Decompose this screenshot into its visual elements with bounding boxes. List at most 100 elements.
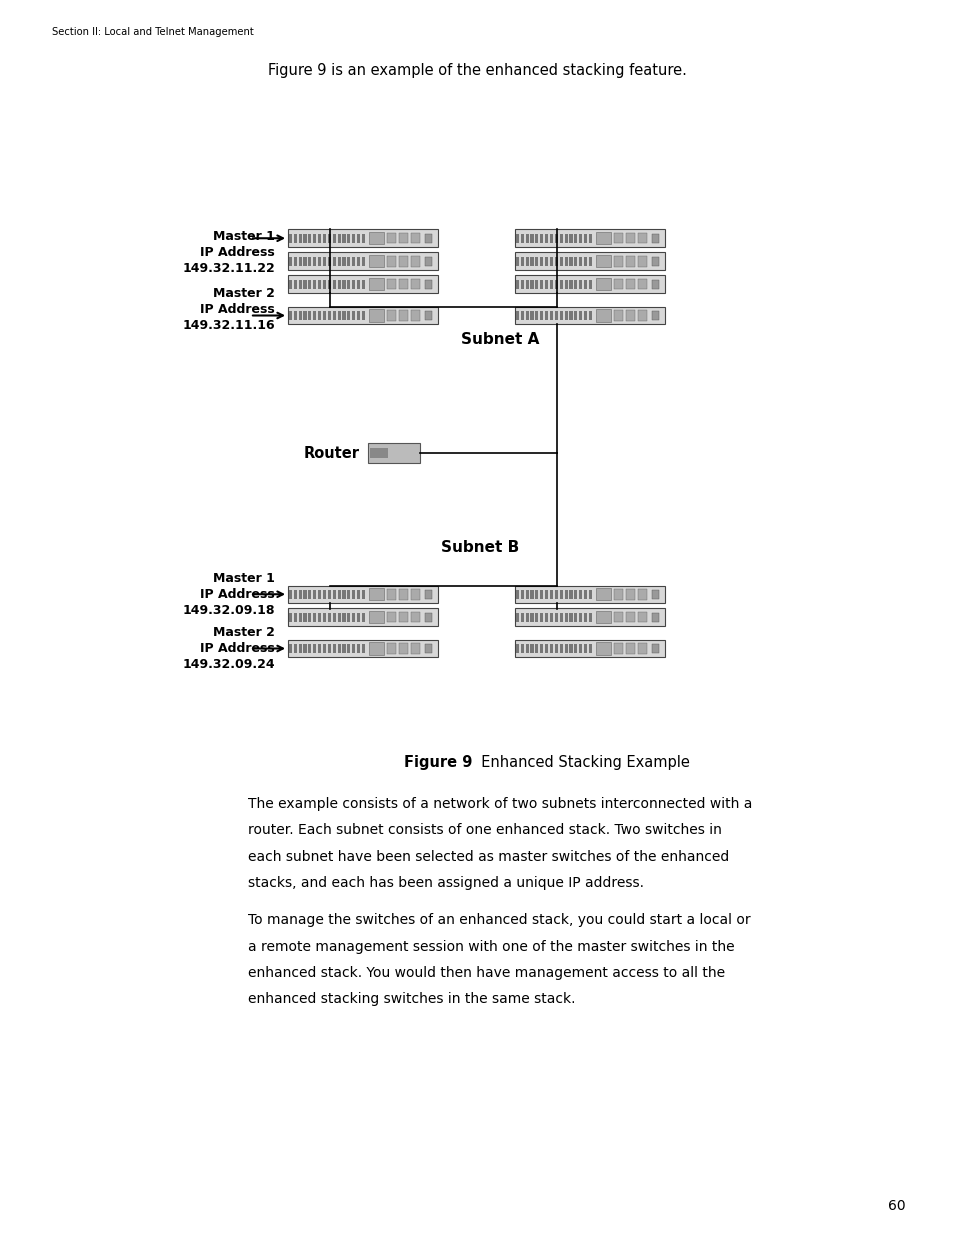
Bar [564, 613, 567, 622]
Bar [549, 589, 553, 599]
Bar [638, 256, 646, 267]
Bar [308, 279, 311, 289]
Text: IP Address: IP Address [200, 247, 274, 259]
Bar [356, 257, 360, 267]
Bar [328, 311, 331, 320]
Bar [588, 311, 592, 320]
Bar [596, 310, 610, 321]
Bar [574, 257, 577, 267]
Bar [317, 613, 321, 622]
Bar [596, 232, 610, 245]
Bar [369, 278, 384, 290]
Bar [369, 642, 384, 655]
Bar [525, 257, 528, 267]
Bar [317, 257, 321, 267]
Bar [411, 279, 419, 289]
Bar [398, 310, 408, 321]
Bar [313, 279, 316, 289]
Bar [515, 275, 664, 293]
Bar [651, 257, 659, 266]
Bar [424, 311, 432, 320]
Bar [525, 279, 528, 289]
Bar [308, 613, 311, 622]
Bar [298, 613, 301, 622]
Text: Master 2: Master 2 [213, 626, 274, 638]
Bar [347, 311, 350, 320]
Bar [342, 613, 345, 622]
Bar [535, 279, 537, 289]
Bar [555, 589, 558, 599]
Bar [347, 257, 350, 267]
Bar [347, 233, 350, 243]
Bar [574, 589, 577, 599]
Bar [564, 279, 567, 289]
Text: Subnet B: Subnet B [440, 540, 518, 555]
Bar [333, 233, 335, 243]
Bar [559, 279, 562, 289]
Bar [370, 448, 388, 458]
Bar [294, 311, 296, 320]
Bar [298, 311, 301, 320]
Bar [356, 613, 360, 622]
Bar [530, 643, 533, 653]
Bar [569, 233, 572, 243]
Text: Subnet A: Subnet A [460, 332, 538, 347]
Bar [294, 613, 296, 622]
Bar [549, 257, 553, 267]
Bar [569, 613, 572, 622]
Bar [638, 613, 646, 622]
Bar [583, 233, 587, 243]
Bar [424, 590, 432, 599]
Bar [308, 257, 311, 267]
Bar [398, 233, 408, 243]
Bar [525, 613, 528, 622]
Bar [638, 279, 646, 289]
Bar [342, 589, 345, 599]
Bar [614, 589, 622, 599]
Bar [515, 306, 664, 325]
Bar [289, 257, 292, 267]
Bar [298, 233, 301, 243]
Bar [333, 643, 335, 653]
Bar [387, 279, 395, 289]
Bar [398, 589, 408, 599]
Bar [564, 233, 567, 243]
Bar [515, 640, 664, 657]
Bar [596, 642, 610, 655]
Bar [525, 233, 528, 243]
Text: 149.32.09.18: 149.32.09.18 [182, 604, 274, 616]
Bar [294, 257, 296, 267]
Bar [625, 233, 635, 243]
Bar [352, 279, 355, 289]
Bar [520, 311, 523, 320]
Bar [337, 279, 340, 289]
Bar [569, 643, 572, 653]
Bar [294, 589, 296, 599]
Bar [530, 311, 533, 320]
Bar [328, 257, 331, 267]
Bar [569, 589, 572, 599]
Bar [544, 233, 548, 243]
Bar [578, 643, 581, 653]
Bar [578, 233, 581, 243]
Text: Figure 9: Figure 9 [403, 756, 472, 771]
Text: Figure 9 is an example of the enhanced stacking feature.: Figure 9 is an example of the enhanced s… [267, 63, 686, 78]
Bar [317, 643, 321, 653]
Bar [333, 613, 335, 622]
Bar [539, 613, 543, 622]
Bar [347, 643, 350, 653]
Bar [303, 279, 306, 289]
Text: a remote management session with one of the master switches in the: a remote management session with one of … [248, 940, 734, 953]
Bar [588, 279, 592, 289]
Bar [516, 643, 518, 653]
Bar [516, 233, 518, 243]
Bar [352, 257, 355, 267]
Bar [361, 643, 365, 653]
Bar [559, 643, 562, 653]
Bar [322, 311, 326, 320]
Bar [583, 279, 587, 289]
Bar [574, 613, 577, 622]
Text: Section II: Local and Telnet Management: Section II: Local and Telnet Management [52, 27, 253, 37]
Bar [298, 589, 301, 599]
Bar [539, 311, 543, 320]
